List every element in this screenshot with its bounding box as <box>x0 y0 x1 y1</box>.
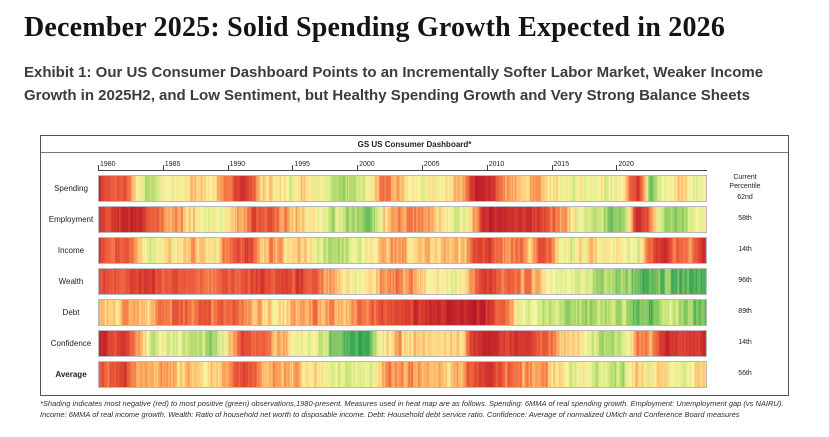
row-label: Average <box>55 370 87 379</box>
x-tick-label: 1985 <box>164 161 181 168</box>
heatmap-strip-canvas <box>99 300 706 325</box>
heatmap-strip-canvas <box>99 269 706 294</box>
page-title: December 2025: Solid Spending Growth Exp… <box>24 12 726 43</box>
heatmap-row-average: Average 56th <box>44 361 783 388</box>
heatmap-strip-canvas <box>99 331 706 356</box>
percentile-value: 14th <box>738 339 752 347</box>
percentile-value: 62nd <box>737 193 753 201</box>
heatmap-strip <box>98 175 707 202</box>
heatmap-strip <box>98 299 707 326</box>
x-tick-label: 2010 <box>488 161 505 168</box>
heatmap-strip-canvas <box>99 238 706 263</box>
percentile-value: 58th <box>738 215 752 223</box>
x-tick-label: 2020 <box>618 161 634 168</box>
chart-title: GS US Consumer Dashboard* <box>41 136 788 153</box>
heatmap-strip-canvas <box>99 176 706 201</box>
percentile-cell: 89th <box>707 299 783 326</box>
percentile-cell: 58th <box>707 206 783 233</box>
percentile-column-header: Current Percentile <box>729 174 761 191</box>
heatmap-row-wealth: Wealth 96th <box>44 268 783 295</box>
page: December 2025: Solid Spending Growth Exp… <box>24 12 789 419</box>
heatmap-strip <box>98 330 707 357</box>
heatmap-strip <box>98 237 707 264</box>
heatmap-row-confidence: Confidence 14th <box>44 330 783 357</box>
chart-footnote: *Shading indicates most negative (red) t… <box>40 399 784 419</box>
percentile-cell: 14th <box>707 330 783 357</box>
percentile-value: 89th <box>738 308 752 316</box>
heatmap-strip <box>98 361 707 388</box>
percentile-cell: Current Percentile 62nd <box>707 174 783 202</box>
row-label: Income <box>57 246 85 255</box>
percentile-cell: 96th <box>707 268 783 295</box>
consumer-dashboard-chart: GS US Consumer Dashboard* 1980 1985 1990… <box>40 135 789 396</box>
heatmap-row-employment: Employment 58th <box>44 206 783 233</box>
x-tick-label: 2005 <box>423 161 440 168</box>
row-label: Debt <box>62 308 80 317</box>
heatmap-strip-canvas <box>99 207 706 232</box>
heatmap-strip <box>98 206 707 233</box>
percentile-cell: 56th <box>707 361 783 388</box>
heatmap-row-income: Income 14th <box>44 237 783 264</box>
x-tick-label: 2015 <box>553 161 570 168</box>
percentile-value: 56th <box>738 370 752 378</box>
row-label: Confidence <box>50 339 92 348</box>
heatmap-row-spending: Spending Current Percentile 62nd <box>44 174 783 202</box>
x-axis: 1980 1985 1990 1995 2000 2005 2010 2015 … <box>44 157 783 171</box>
percentile-value: 14th <box>738 246 752 254</box>
row-label: Spending <box>54 184 88 193</box>
x-tick-label: 1980 <box>100 161 116 168</box>
heatmap-strip-canvas <box>99 362 706 387</box>
x-axis-area: 1980 1985 1990 1995 2000 2005 2010 2015 … <box>98 157 707 171</box>
x-tick-label: 1990 <box>229 161 246 168</box>
heatmap-row-debt: Debt 89th <box>44 299 783 326</box>
row-label: Employment <box>48 215 94 224</box>
x-tick-label: 1995 <box>294 161 310 168</box>
x-tick-label: 2000 <box>359 161 375 168</box>
exhibit-caption: Exhibit 1: Our US Consumer Dashboard Poi… <box>24 64 764 104</box>
chart-body: 1980 1985 1990 1995 2000 2005 2010 2015 … <box>41 153 788 395</box>
row-label: Wealth <box>58 277 84 286</box>
percentile-cell: 14th <box>707 237 783 264</box>
heatmap-strip <box>98 268 707 295</box>
percentile-value: 96th <box>738 277 752 285</box>
